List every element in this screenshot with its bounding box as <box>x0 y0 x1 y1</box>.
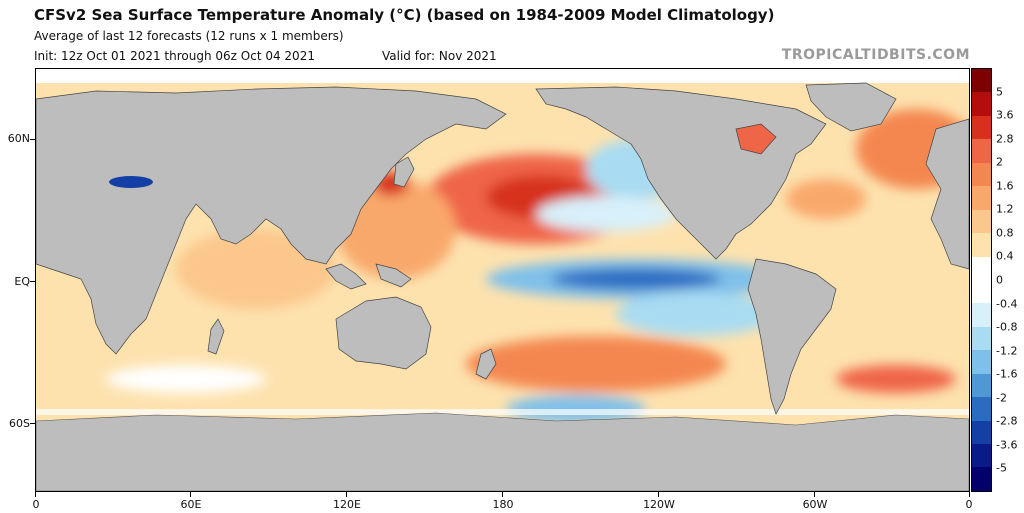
lon-label-180: 180 <box>492 498 514 511</box>
warm-anomaly-northwest-atlantic <box>786 179 866 219</box>
colorbar-segment <box>972 279 991 304</box>
colorbar-label: -3.6 <box>996 438 1018 452</box>
colorbar-label: 2 <box>996 155 1003 169</box>
colorbar-segment <box>972 397 991 421</box>
sst-anomaly-map[interactable] <box>35 68 970 492</box>
colorbar <box>971 68 992 492</box>
colorbar-segment <box>972 256 991 280</box>
map-canvas <box>36 69 969 491</box>
colorbar-segment <box>972 139 991 163</box>
lat-tick-60s <box>30 423 35 424</box>
colorbar-label: -1.2 <box>996 344 1018 358</box>
arctic-mask <box>36 69 969 83</box>
lon-tick-120e <box>346 492 347 497</box>
colorbar-label: 0.4 <box>996 249 1014 263</box>
lat-tick-60n <box>30 139 35 140</box>
colorbar-segment <box>972 209 991 234</box>
colorbar-label: -1.6 <box>996 367 1018 381</box>
colorbar-label: 2.8 <box>996 132 1014 146</box>
colorbar-segment <box>972 467 991 491</box>
lon-label-60e: 60E <box>180 498 202 511</box>
lon-tick-0 <box>35 492 36 497</box>
neutral-anomaly-south-indian-ocean <box>106 365 266 393</box>
cool-anomaly-northeast-pacific <box>536 196 676 232</box>
colorbar-segment <box>972 326 991 351</box>
colorbar-segment <box>972 92 991 116</box>
colorbar-label: 1.6 <box>996 179 1014 193</box>
init-time: Init: 12z Oct 01 2021 through 06z Oct 04… <box>34 49 315 63</box>
europe-africa-east-edge <box>925 118 969 270</box>
colorbar-label: 0.8 <box>996 226 1014 240</box>
colorbar-label: 3.6 <box>996 108 1014 122</box>
forecast-subtitle: Average of last 12 forecasts (12 runs x … <box>34 29 344 43</box>
lon-label-120w: 120W <box>643 498 675 511</box>
colorbar-label: 5 <box>996 85 1003 99</box>
colorbar-label: -0.4 <box>996 297 1018 311</box>
brand-watermark: TROPICALTIDBITS.COM <box>781 47 970 63</box>
colorbar-segment <box>972 186 991 210</box>
valid-time: Valid for: Nov 2021 <box>382 49 497 63</box>
colorbar-label: -5 <box>996 461 1007 475</box>
new-zealand-landmass <box>475 348 497 380</box>
lon-tick-0-east <box>969 492 970 497</box>
australia-landmass <box>335 296 432 370</box>
lon-tick-120w <box>658 492 659 497</box>
lon-label-0-east: 0 <box>965 498 973 511</box>
new-guinea-landmass <box>375 263 412 288</box>
colorbar-label: -2.8 <box>996 414 1018 428</box>
colorbar-segment <box>972 115 991 140</box>
hudson-bay <box>735 123 777 155</box>
warm-anomaly-west-pacific <box>336 179 456 279</box>
colorbar-label: 1.2 <box>996 202 1014 216</box>
colorbar-segment <box>972 233 991 257</box>
strong-cool-anomaly-equatorial-pacific <box>551 268 721 290</box>
lon-tick-60e <box>190 492 191 497</box>
colorbar-segment <box>972 444 991 468</box>
south-america-landmass <box>747 258 837 415</box>
colorbar-segment <box>972 69 991 93</box>
lat-label-eq: EQ <box>14 275 30 288</box>
lon-tick-180 <box>502 492 503 497</box>
lon-label-60w: 60W <box>802 498 828 511</box>
lon-tick-60w <box>814 492 815 497</box>
lon-label-120e: 120E <box>333 498 361 511</box>
colorbar-label: 0 <box>996 273 1003 287</box>
lon-label-0: 0 <box>32 498 40 511</box>
eurasia-africa-landmass <box>36 86 507 355</box>
southern-ocean-ice-edge <box>36 409 969 415</box>
colorbar-segment <box>972 373 991 398</box>
lat-label-60n: 60N <box>7 132 30 145</box>
warm-anomaly-south-atlantic <box>836 365 956 393</box>
chart-title: CFSv2 Sea Surface Temperature Anomaly (°… <box>34 6 775 24</box>
colorbar-segment <box>972 420 991 444</box>
warm-anomaly-south-pacific <box>466 336 726 392</box>
colorbar-label: -2 <box>996 391 1007 405</box>
land-masses <box>36 82 969 415</box>
indonesia-landmass <box>325 263 367 290</box>
lat-tick-eq <box>30 281 35 282</box>
colorbar-segment <box>972 162 991 187</box>
colorbar-segment <box>972 350 991 374</box>
black-sea <box>109 176 153 188</box>
colorbar-label: -0.8 <box>996 320 1018 334</box>
madagascar-landmass <box>207 318 225 355</box>
greenland-landmass <box>805 82 897 132</box>
japan-landmass <box>393 156 415 188</box>
cool-anomaly-southeast-pacific <box>616 292 776 336</box>
colorbar-segment <box>972 303 991 327</box>
antarctica-landmass <box>36 412 969 491</box>
lat-label-60s: 60S <box>9 417 30 430</box>
